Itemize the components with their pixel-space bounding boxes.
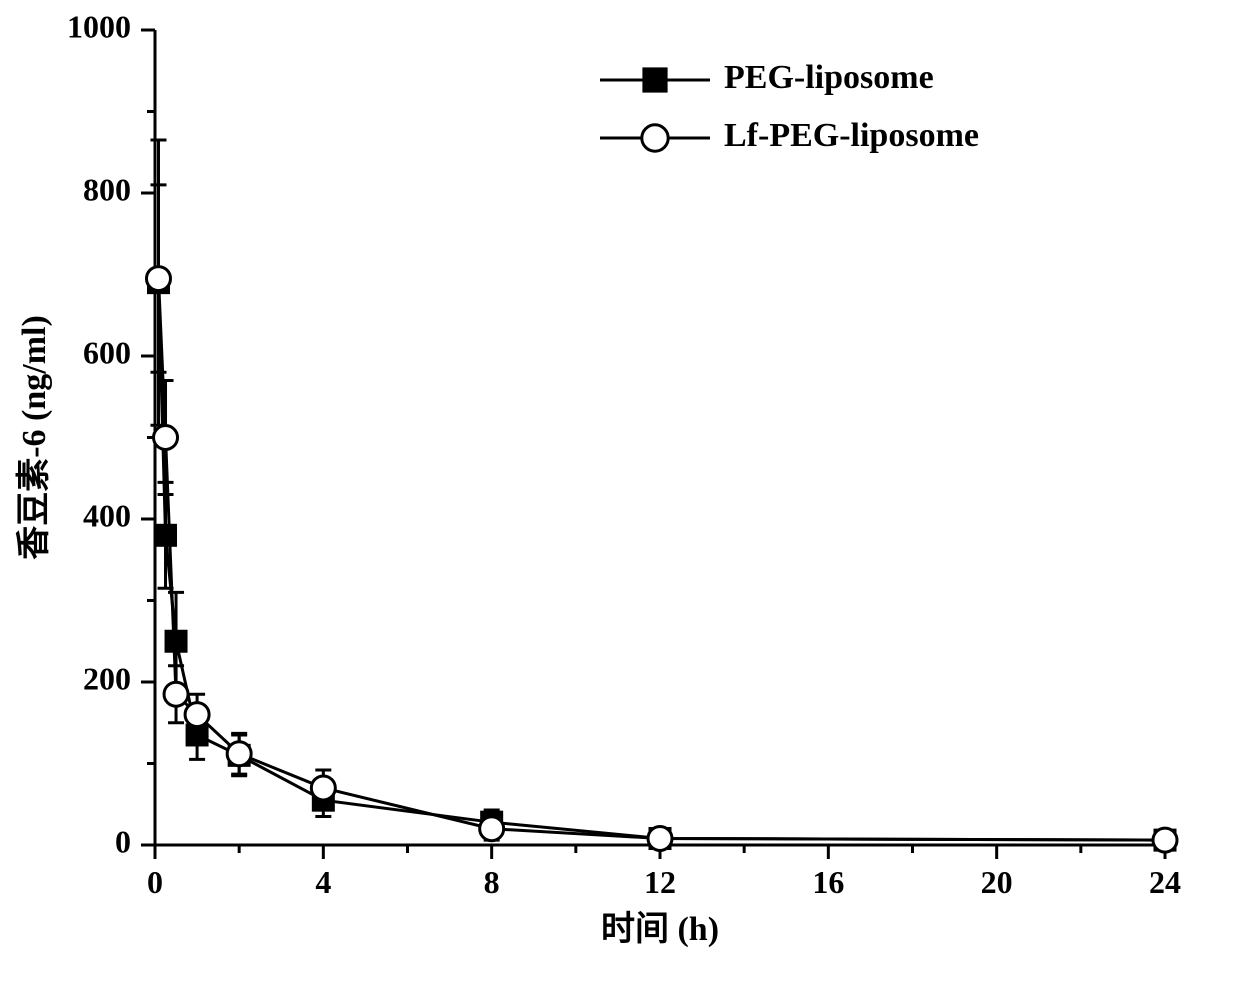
y-tick-label: 600 [83,334,131,370]
y-tick-label: 1000 [67,8,131,44]
x-tick-label: 4 [315,864,331,900]
legend-label: Lf-PEG-liposome [724,117,979,154]
x-tick-label: 12 [644,864,676,900]
x-tick-label: 8 [484,864,500,900]
y-tick-label: 200 [83,660,131,696]
chart-container: 0 200 400 600 800 1000 0 4 8 12 16 20 24 时间 (h) 香豆素-6 … [0,0,1235,998]
x-axis-label: 时间 (h) [601,910,719,948]
x-tick-label: 20 [981,864,1013,900]
x-tick-label: 16 [812,864,844,900]
x-tick-label: 0 [147,864,163,900]
y-axis-label: 香豆素-6 (ng/ml) [15,315,53,560]
y-tick-label: 400 [83,497,131,533]
y-tick-label: 800 [83,171,131,207]
x-tick-label: 24 [1149,864,1181,900]
pk-line-chart: 0 200 400 600 800 1000 0 4 8 12 16 20 24 时间 (h) 香豆素-6 … [0,0,1235,998]
legend-label: PEG-liposome [724,59,934,96]
y-tick-label: 0 [115,823,131,859]
